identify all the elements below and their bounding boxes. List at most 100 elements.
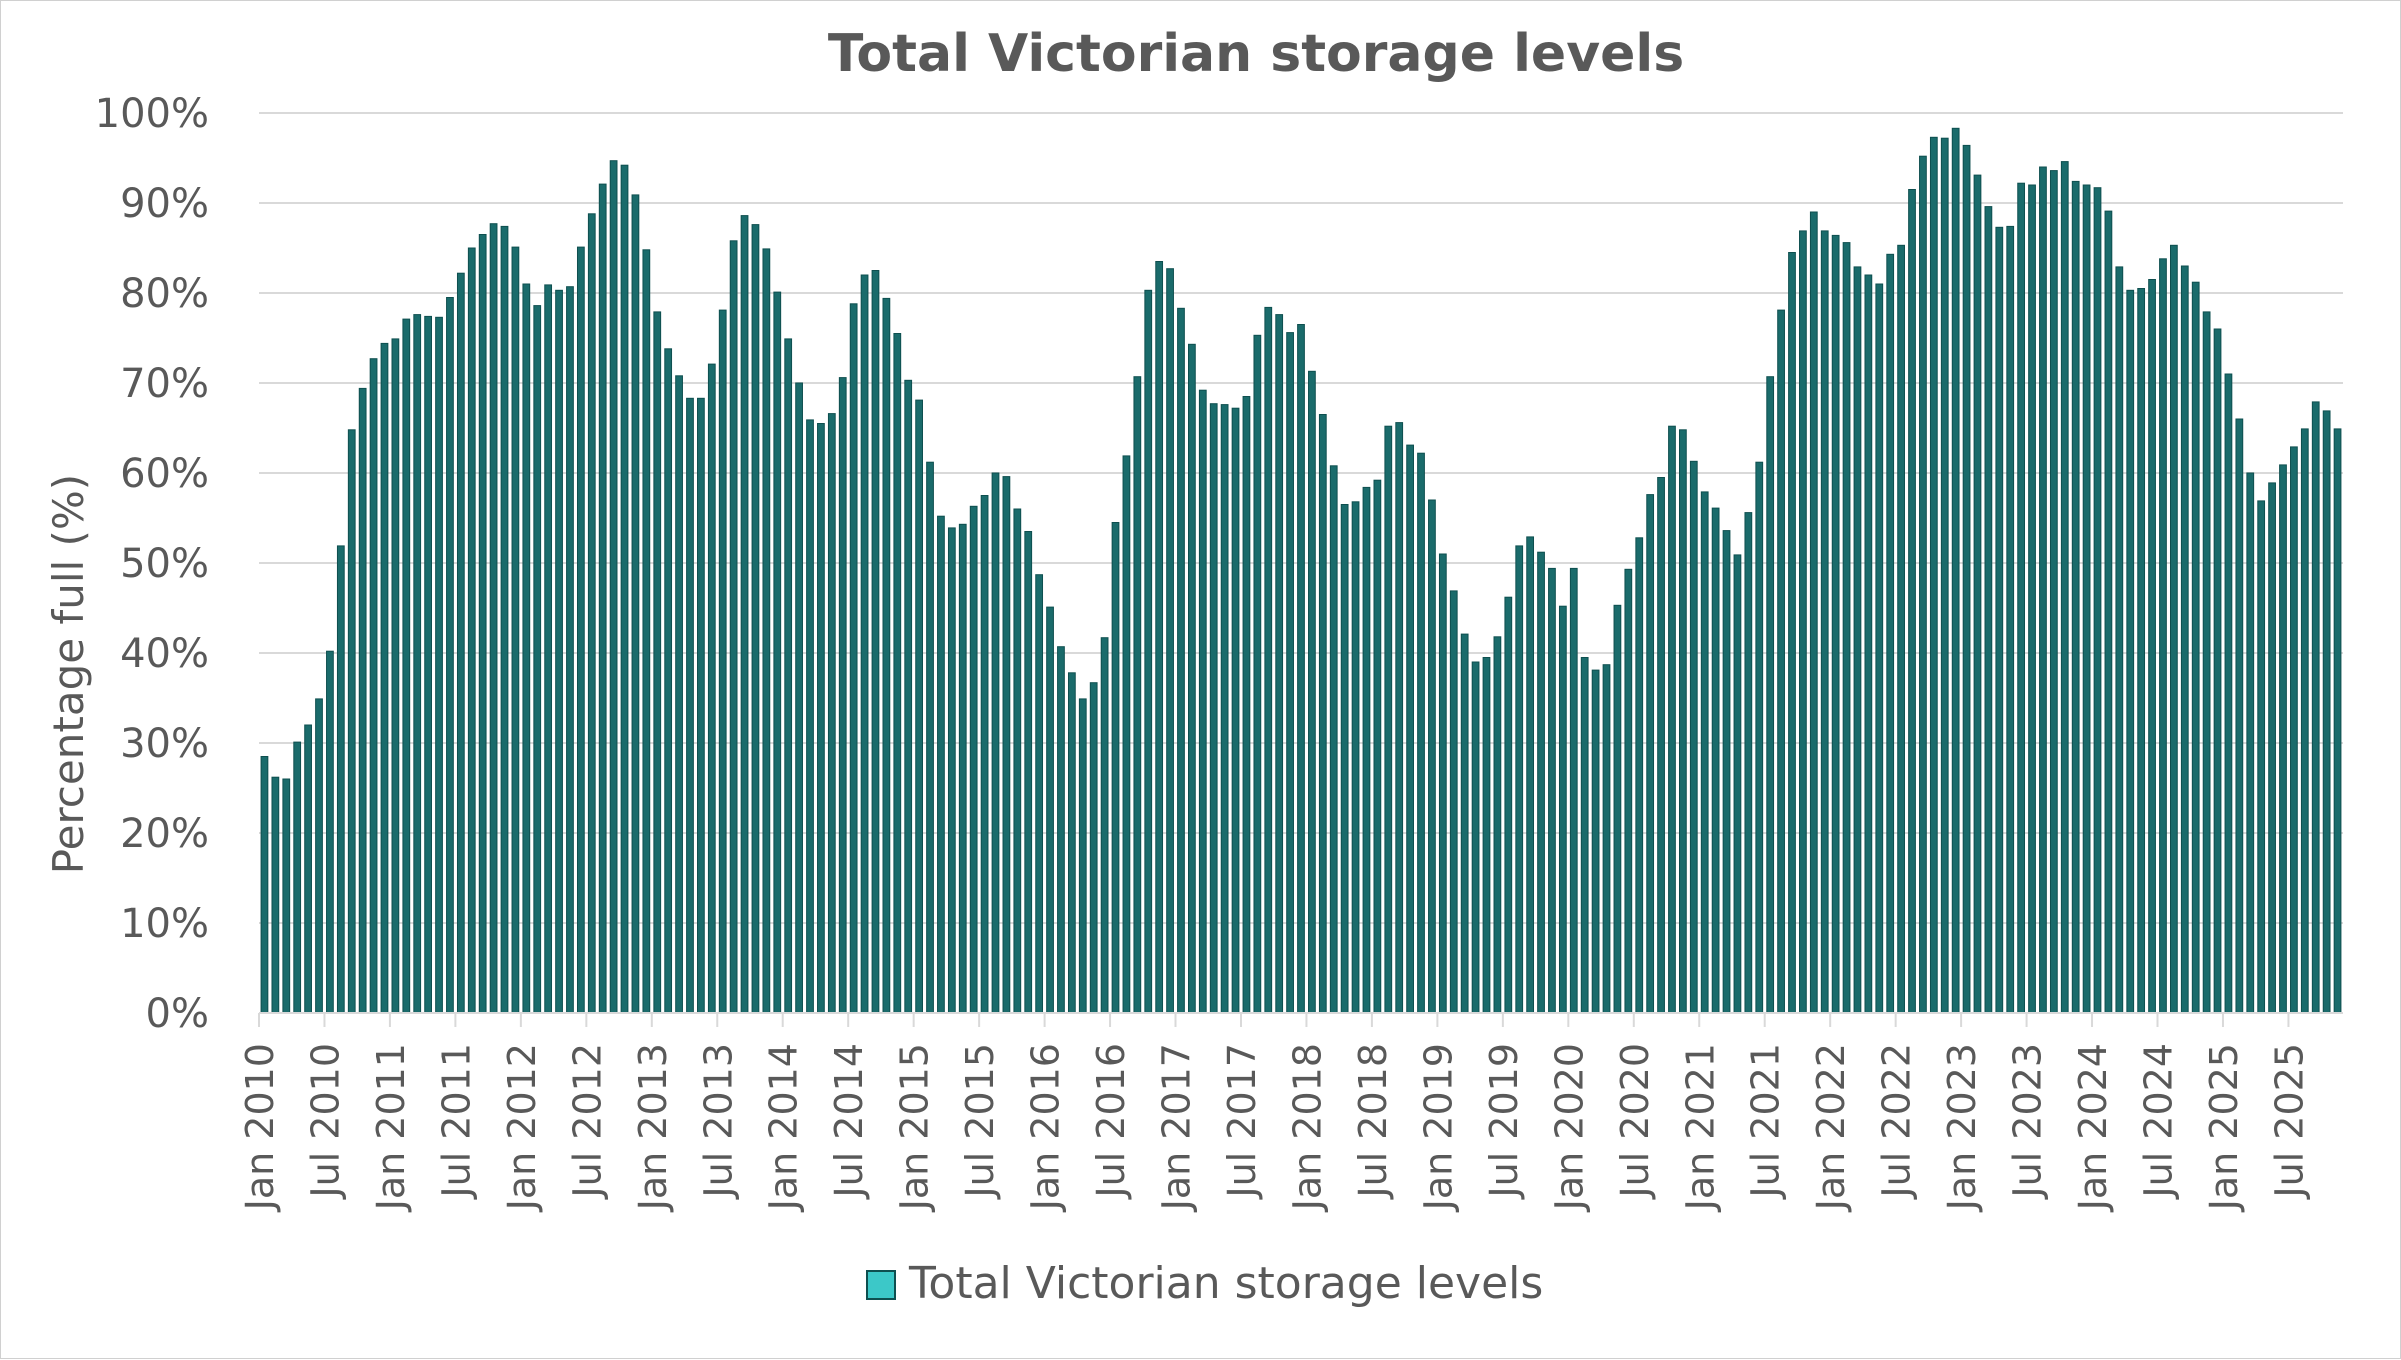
bar xyxy=(2039,166,2047,1014)
bar xyxy=(1853,266,1862,1014)
bar xyxy=(2235,418,2244,1014)
bar xyxy=(631,194,640,1014)
bar xyxy=(1046,606,1054,1014)
bar xyxy=(1078,698,1087,1014)
y-tick-label: 50% xyxy=(120,541,209,587)
bar xyxy=(1166,268,1174,1014)
bar xyxy=(697,397,705,1014)
x-tick-label: Jan 2014 xyxy=(762,1043,806,1212)
bar xyxy=(2322,410,2331,1014)
x-tick-label: Jan 2025 xyxy=(2202,1043,2246,1212)
bar xyxy=(293,741,302,1014)
bar xyxy=(566,286,574,1014)
bar xyxy=(467,247,476,1014)
bar xyxy=(609,160,618,1014)
y-tick-label: 90% xyxy=(120,181,209,227)
bar xyxy=(1067,672,1076,1014)
x-tick-label: Jan 2016 xyxy=(1024,1043,1068,1212)
bar xyxy=(1722,530,1731,1014)
x-tick-label: Jul 2021 xyxy=(1744,1043,1788,1200)
bar xyxy=(500,225,509,1014)
bar xyxy=(1679,429,1687,1014)
bar xyxy=(860,274,869,1014)
y-tick-label: 70% xyxy=(120,361,209,407)
bar xyxy=(304,724,312,1014)
bar xyxy=(1515,545,1524,1014)
bar xyxy=(1318,414,1327,1014)
bar xyxy=(1744,512,1753,1014)
x-tick-label: Jul 2020 xyxy=(1613,1043,1657,1200)
bar xyxy=(1384,425,1393,1014)
y-tick-label: 80% xyxy=(120,271,209,317)
x-tick-label: Jul 2018 xyxy=(1351,1043,1395,1200)
bar xyxy=(2202,311,2211,1014)
bar xyxy=(1602,664,1611,1014)
x-tick-label: Jan 2017 xyxy=(1155,1043,1199,1212)
y-tick-label: 20% xyxy=(120,811,209,857)
bar xyxy=(2093,187,2102,1014)
bar xyxy=(1700,491,1709,1014)
x-tick-label: Jul 2011 xyxy=(434,1043,478,1200)
bar xyxy=(1002,476,1011,1014)
bar xyxy=(2290,446,2298,1014)
bar xyxy=(1864,274,1873,1014)
bar xyxy=(1886,253,1895,1014)
bar xyxy=(806,419,814,1014)
x-tick-label: Jul 2016 xyxy=(1089,1043,1133,1200)
bar xyxy=(1188,343,1196,1014)
bar xyxy=(2169,244,2178,1014)
bar xyxy=(1613,604,1622,1014)
bar xyxy=(980,495,989,1014)
x-tick-label: Jul 2013 xyxy=(696,1043,740,1200)
bar xyxy=(1569,567,1578,1014)
bar xyxy=(718,309,727,1014)
bar xyxy=(1329,465,1338,1014)
bar xyxy=(2246,472,2255,1014)
bar xyxy=(347,429,356,1014)
bar xyxy=(1177,307,1185,1014)
bar xyxy=(1406,444,1414,1014)
bar xyxy=(380,342,389,1014)
bar xyxy=(2213,328,2222,1014)
bar xyxy=(2115,266,2124,1014)
bar xyxy=(369,358,378,1014)
y-tick-label: 30% xyxy=(120,721,209,767)
bar xyxy=(1580,657,1589,1014)
bar xyxy=(2126,289,2135,1014)
y-tick-label: 10% xyxy=(120,901,209,947)
bar xyxy=(1504,596,1513,1014)
bar xyxy=(1242,396,1251,1014)
bar xyxy=(336,545,345,1014)
bar xyxy=(1155,261,1164,1014)
bar xyxy=(1646,494,1655,1014)
x-tick-label: Jul 2015 xyxy=(958,1043,1002,1200)
x-tick-label: Jul 2024 xyxy=(2137,1043,2181,1200)
x-tick-label: Jul 2019 xyxy=(1482,1043,1526,1200)
bar xyxy=(1035,574,1044,1014)
bar xyxy=(1297,324,1305,1014)
x-tick-label: Jan 2020 xyxy=(1547,1043,1591,1212)
bar xyxy=(1951,127,1960,1014)
bar xyxy=(1275,314,1284,1014)
bar xyxy=(1417,452,1425,1014)
bar xyxy=(1591,669,1600,1014)
bar xyxy=(1264,306,1273,1014)
bar xyxy=(849,303,858,1014)
bar xyxy=(1231,407,1240,1014)
bar xyxy=(424,315,433,1014)
bar xyxy=(1428,499,1436,1014)
bar xyxy=(1548,567,1556,1014)
bar xyxy=(1558,605,1567,1014)
bar xyxy=(2028,184,2036,1014)
x-tick-label: Jan 2012 xyxy=(500,1043,544,1212)
bar xyxy=(904,379,913,1014)
bar xyxy=(915,399,923,1014)
bar xyxy=(620,164,629,1014)
bar xyxy=(1198,389,1207,1014)
bar xyxy=(260,756,269,1014)
bar xyxy=(1308,370,1316,1014)
bar xyxy=(1144,289,1153,1014)
bar xyxy=(762,248,771,1014)
bar xyxy=(2159,258,2167,1014)
legend-label: Total Victorian storage levels xyxy=(908,1258,1543,1309)
